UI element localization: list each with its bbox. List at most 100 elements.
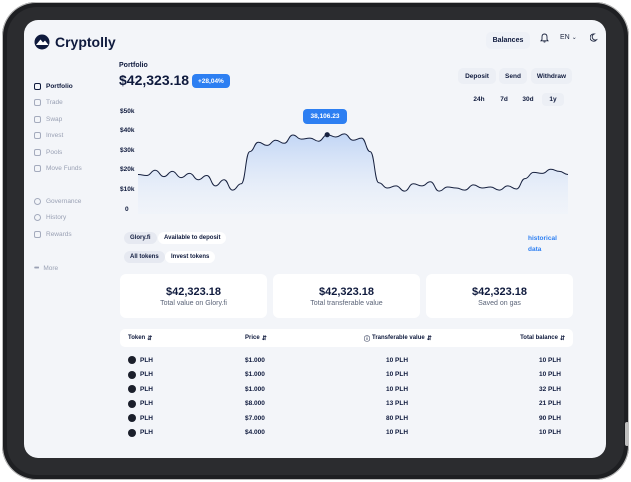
stat-value: $42,323.18 <box>471 285 528 298</box>
table-header: Token ⇵ Price ⇵ ⓘ Transferable value ⇵ Total… <box>120 329 573 347</box>
range-24h[interactable]: 24h <box>473 96 485 103</box>
highlight-point[interactable] <box>324 132 330 138</box>
range-7d[interactable]: 7d <box>500 96 508 103</box>
transferable-cell: 10 PLH <box>386 385 409 393</box>
token-coin-icon <box>128 399 136 408</box>
total-balance-cell: 10 PLH <box>538 371 561 379</box>
transferable-cell: 10 PLH <box>386 356 409 364</box>
chart-tooltip: 38,106.23 <box>303 109 347 124</box>
transferable-cell: 10 PLH <box>386 371 409 379</box>
filter-available-to-deposit[interactable]: Available to deposit <box>158 232 227 244</box>
swap-icon <box>34 115 41 123</box>
portfolio-icon <box>34 82 41 90</box>
sidebar-item-label: Trade <box>46 99 63 107</box>
sidebar-item-label: Portfolio <box>46 82 73 90</box>
table-row[interactable]: PLH $1.000 10 PLH 10 PLH <box>120 368 573 383</box>
sort-icon: ⇵ <box>426 335 432 342</box>
y-tick: $40k <box>120 127 135 134</box>
stat-card: $42,323.18 Saved on gas <box>426 274 573 318</box>
total-balance-cell: 10 PLH <box>538 429 561 437</box>
total-balance-cell: 21 PLH <box>538 400 561 408</box>
app-screen: Cryptolly Balances EN ⌄ Portfolio Trade … <box>24 20 606 458</box>
info-icon: ⓘ <box>364 336 371 343</box>
portfolio-chart[interactable] <box>138 110 568 214</box>
sidebar-item-governance[interactable]: Governance <box>34 193 114 210</box>
sidebar-spacer <box>34 177 114 193</box>
token-coin-icon <box>128 356 136 365</box>
range-1y[interactable]: 1y <box>542 93 564 106</box>
balances-button[interactable]: Balances <box>486 32 530 49</box>
side-button <box>625 422 629 446</box>
token-coin-icon <box>128 385 136 394</box>
table-row[interactable]: PLH $7.000 80 PLH 90 PLH <box>120 411 573 426</box>
stat-card: $42,323.18 Total value on Glory.fi <box>120 274 267 318</box>
col-transferable[interactable]: ⓘ Transferable value ⇵ <box>364 329 432 347</box>
trade-icon <box>34 99 41 107</box>
deposit-button[interactable]: Deposit <box>458 68 496 84</box>
col-label: Transferable value <box>372 335 425 341</box>
token-name: PLH <box>140 385 153 393</box>
moon-icon[interactable] <box>589 33 599 44</box>
stat-card: $42,323.18 Total transferable value <box>273 274 420 318</box>
table-row[interactable]: PLH $1.000 10 PLH 32 PLH <box>120 382 573 397</box>
token-coin-icon <box>128 370 136 379</box>
sidebar-item-label: Rewards <box>46 230 72 238</box>
withdraw-button[interactable]: Withdraw <box>531 68 572 84</box>
table-row[interactable]: PLH $4.000 10 PLH 10 PLH <box>120 426 573 441</box>
price-cell: $7.000 <box>245 414 265 422</box>
price-cell: $1.000 <box>245 385 265 393</box>
table-row[interactable]: PLH $8.000 13 PLH 21 PLH <box>120 397 573 412</box>
col-label: Token <box>128 335 146 341</box>
filter-invest-tokens[interactable]: Invest tokens <box>165 251 216 263</box>
language-label: EN <box>560 34 570 41</box>
pools-icon <box>34 148 41 156</box>
stat-label: Saved on gas <box>478 299 521 307</box>
sidebar-item-rewards[interactable]: Rewards <box>34 226 114 243</box>
sidebar-item-invest[interactable]: Invest <box>34 128 114 145</box>
stat-label: Total transferable value <box>310 299 383 307</box>
sidebar-item-history[interactable]: History <box>34 210 114 227</box>
col-total-balance[interactable]: Total balance ⇵ <box>520 329 565 347</box>
change-badge: +28,04% <box>192 74 230 88</box>
sidebar: Portfolio Trade Swap Invest Pools Move F… <box>34 78 114 277</box>
sidebar-item-swap[interactable]: Swap <box>34 111 114 128</box>
sidebar-item-trade[interactable]: Trade <box>34 95 114 112</box>
sidebar-item-pools[interactable]: Pools <box>34 144 114 161</box>
table-body: PLH $1.000 10 PLH 10 PLH PLH $1.000 10 PLH 10 P… <box>120 353 573 440</box>
price-cell: $1.000 <box>245 356 265 364</box>
transferable-cell: 13 PLH <box>386 400 409 408</box>
filter-glory[interactable]: Glory.fi <box>124 232 157 244</box>
move-funds-icon <box>34 165 41 173</box>
token-cell: PLH <box>128 353 153 368</box>
sidebar-item-label: Governance <box>46 197 82 205</box>
sidebar-spacer <box>34 243 114 261</box>
token-name: PLH <box>140 414 153 422</box>
sidebar-item-label: History <box>46 214 67 222</box>
token-cell: PLH <box>128 411 153 426</box>
range-30d[interactable]: 30d <box>522 96 534 103</box>
total-balance-cell: 32 PLH <box>538 385 561 393</box>
filter-all-tokens[interactable]: All tokens <box>124 251 165 263</box>
col-label: Total balance <box>520 335 558 341</box>
language-selector[interactable]: EN ⌄ <box>560 34 577 41</box>
sidebar-item-portfolio[interactable]: Portfolio <box>34 78 114 95</box>
token-cell: PLH <box>128 368 153 383</box>
col-price[interactable]: Price ⇵ <box>245 329 267 347</box>
send-button[interactable]: Send <box>499 68 527 84</box>
transferable-cell: 10 PLH <box>386 429 409 437</box>
token-name: PLH <box>140 371 153 379</box>
stat-value: $42,323.18 <box>165 285 222 298</box>
y-tick: $20k <box>120 166 135 173</box>
history-icon <box>34 214 41 222</box>
brand[interactable]: Cryptolly <box>34 34 116 50</box>
sidebar-item-label: Pools <box>46 148 63 156</box>
token-name: PLH <box>140 400 153 408</box>
sidebar-item-more[interactable]: ••• More <box>34 261 114 278</box>
token-name: PLH <box>140 356 153 364</box>
historical-data-link[interactable]: historical data <box>528 235 557 253</box>
stat-value: $42,323.18 <box>318 285 375 298</box>
sidebar-item-move-funds[interactable]: Move Funds <box>34 161 114 178</box>
table-row[interactable]: PLH $1.000 10 PLH 10 PLH <box>120 353 573 368</box>
col-token[interactable]: Token ⇵ <box>128 329 152 347</box>
bell-icon[interactable] <box>540 33 549 45</box>
